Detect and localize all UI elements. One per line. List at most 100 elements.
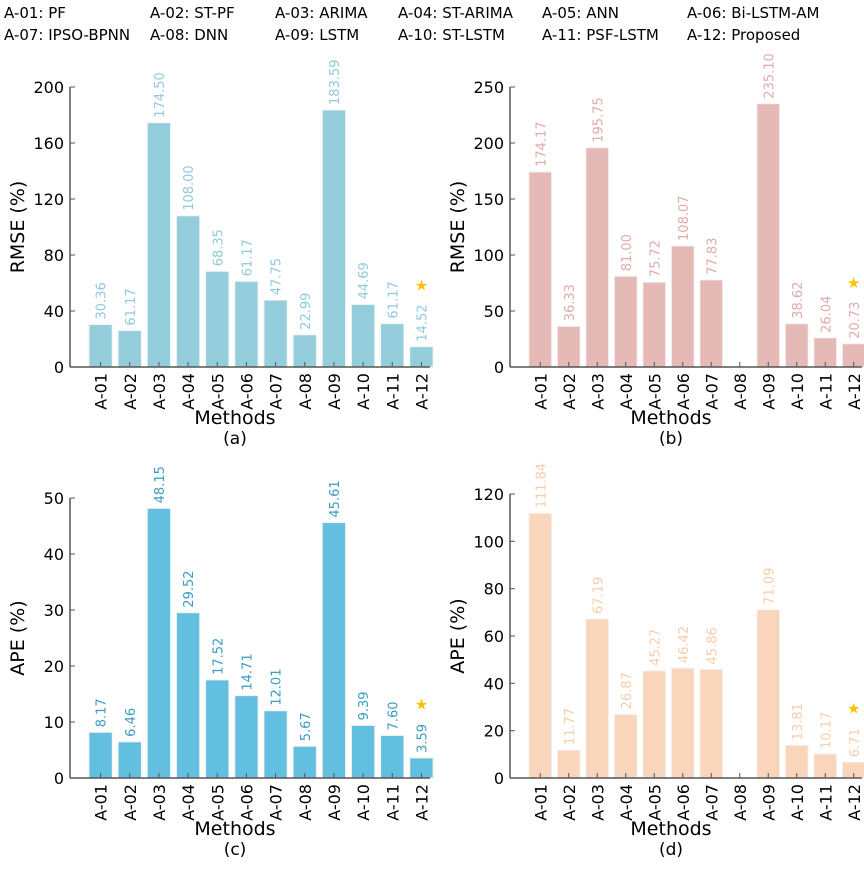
x-tick-label: A-10 [788,373,807,410]
bar-A-05 [642,281,667,368]
x-tick-label: A-12 [412,373,431,410]
x-tick-label: A-06 [674,373,693,410]
bar-A-03 [585,618,610,779]
data-label-A-12: 14.52 [415,304,430,341]
x-tick-label: A-01 [531,373,550,410]
data-label-A-10: 9.39 [357,691,372,720]
x-tick-label: A-03 [588,784,607,821]
bar-A-11 [380,734,405,779]
y-tick-label: 60 [484,627,504,646]
data-label-A-09: 183.59 [328,59,343,105]
x-tick-label: A-12 [845,784,864,821]
x-tick-label: A-11 [383,373,402,410]
data-label-A-01: 30.36 [95,282,110,319]
data-label-A-07: 12.01 [270,669,285,706]
y-tick-label: 80 [484,580,504,599]
x-tick-label: A-07 [267,784,286,821]
x-tick-label: A-03 [150,373,169,410]
bar-A-07 [699,668,724,779]
y-tick-label: 200 [473,134,504,153]
x-tick-label: A-02 [121,784,140,821]
data-label-A-03: 48.15 [153,466,168,503]
x-axis-title: Methods [630,818,711,840]
y-tick-label: 50 [484,302,504,321]
x-tick-label: A-06 [237,784,256,821]
y-tick-label: 40 [44,302,64,321]
x-tick-label: A-10 [354,784,373,821]
bar-A-10 [350,724,376,779]
x-axis-title: Methods [194,818,275,840]
data-label-A-10: 38.62 [791,282,806,319]
y-tick-label: 0 [494,769,504,788]
data-label-A-07: 45.86 [705,627,720,664]
bar-A-06 [234,695,259,779]
x-tick-label: A-09 [759,784,778,821]
data-label-A-01: 8.17 [95,698,110,727]
legend-item: A-09: LSTM [275,26,360,44]
data-label-A-06: 108.07 [677,195,692,241]
x-tick-label: A-07 [702,784,721,821]
y-tick-label: 150 [473,190,504,209]
data-label-A-05: 68.35 [211,229,226,266]
panel-label: (b) [659,429,683,449]
legend: A-01: PF A-02: ST-PF A-03: ARIMA A-04: S… [0,0,864,50]
data-label-A-12: 6.71 [848,728,863,757]
bar-A-07 [263,299,288,368]
data-label-A-05: 75.72 [648,240,663,277]
x-tick-label: A-01 [92,373,111,410]
x-tick-label: A-12 [412,784,431,821]
data-label-A-11: 61.17 [386,281,401,318]
y-tick-label: 250 [473,78,504,97]
data-label-A-09: 235.10 [762,53,777,99]
data-label-A-10: 13.81 [791,703,806,740]
legend-item: A-06: Bi-LSTM-AM [687,4,820,22]
data-label-A-10: 44.69 [357,262,372,299]
y-axis-title: RMSE (%) [447,181,469,274]
x-tick-label: A-05 [645,373,664,410]
data-label-A-04: 81.00 [620,234,635,271]
star-icon: ★ [415,695,428,713]
bar-A-09 [756,103,781,368]
y-tick-label: 40 [44,545,64,564]
y-axis-title: APE (%) [7,600,29,675]
legend-item: A-10: ST-LSTM [398,26,505,44]
data-label-A-08: 22.99 [299,293,314,330]
data-label-A-02: 36.33 [563,284,578,321]
y-tick-label: 80 [44,246,64,265]
star-icon: ★ [415,277,428,295]
bar-A-09 [756,609,781,779]
bar-A-07 [699,279,724,368]
x-tick-label: A-04 [617,373,636,410]
x-tick-label: A-11 [383,784,402,821]
data-label-A-06: 61.17 [240,239,255,276]
bar-A-12 [841,761,864,779]
data-label-A-12: 3.59 [415,724,430,753]
bar-A-03 [146,507,172,779]
data-label-A-02: 6.46 [124,708,139,737]
data-label-A-09: 45.61 [328,480,343,517]
legend-item: A-11: PSF-LSTM [542,26,659,44]
y-tick-label: 50 [44,489,64,508]
x-tick-label: A-04 [617,784,636,821]
bar-A-01 [528,171,553,368]
x-tick-label: A-06 [674,784,693,821]
x-tick-label: A-06 [237,373,256,410]
bar-A-04 [613,713,638,779]
bar-A-05 [642,670,667,779]
x-tick-label: A-10 [354,373,373,410]
y-tick-label: 10 [44,713,64,732]
y-tick-label: 0 [494,358,504,377]
legend-item: A-03: ARIMA [275,4,368,22]
x-tick-label: A-07 [702,373,721,410]
x-tick-label: A-09 [325,784,344,821]
bar-A-02 [117,741,142,779]
bar-A-01 [88,731,113,779]
data-label-A-01: 174.17 [534,121,549,167]
x-tick-label: A-02 [560,373,579,410]
y-tick-label: 120 [33,190,64,209]
star-icon: ★ [847,274,860,292]
data-label-A-07: 47.75 [270,258,285,295]
bar-A-06 [670,667,695,779]
data-label-A-05: 17.52 [211,638,226,675]
x-tick-label: A-08 [731,373,750,410]
